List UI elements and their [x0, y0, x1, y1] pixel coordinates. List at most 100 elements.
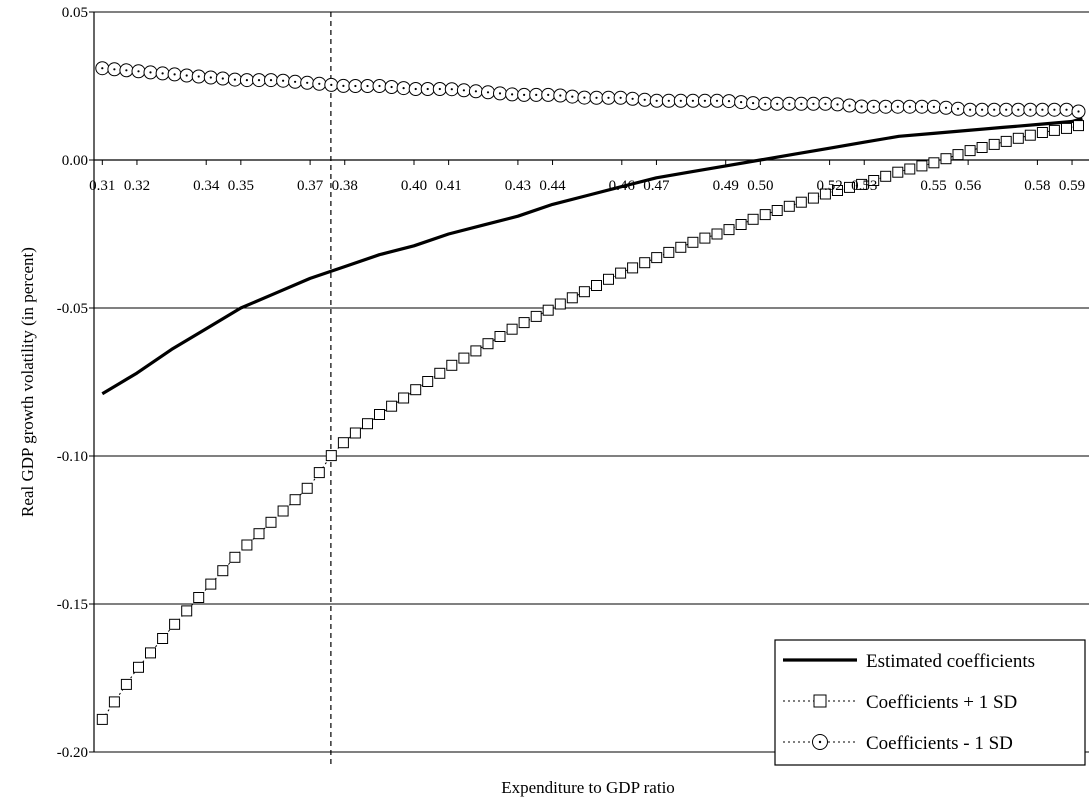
series-minus-sd-marker-dot: [969, 108, 972, 111]
series-minus-sd-marker-dot: [944, 106, 948, 109]
series-minus-sd-marker-dot: [113, 68, 116, 71]
series-plus-sd-marker: [470, 345, 482, 357]
series-minus-sd-marker-dot: [209, 76, 212, 79]
x-tick-label: 0.49: [713, 178, 739, 194]
y-tick-label: -0.20: [57, 745, 88, 761]
series-plus-sd-marker: [639, 257, 651, 269]
series-minus-sd-marker-dot: [595, 96, 598, 99]
x-tick-label: 0.40: [401, 178, 427, 194]
series-minus-sd-marker-dot: [559, 94, 562, 97]
series-plus-sd-marker: [217, 565, 229, 577]
series-minus-sd-marker-dot: [161, 72, 164, 75]
series-estimated-line: [101, 117, 1083, 396]
legend-swatch-square-marker: [813, 694, 827, 708]
series-plus-sd-marker: [651, 252, 663, 264]
series-minus-sd-marker-dot: [679, 99, 682, 102]
series-plus-sd-marker: [771, 205, 783, 216]
series-minus-sd-marker-dot: [137, 70, 140, 73]
series-plus-sd-marker: [96, 713, 108, 725]
series-minus-sd-marker-dot: [1053, 108, 1056, 111]
series-minus-sd-marker-dot: [812, 102, 815, 105]
series-plus-sd-marker: [337, 437, 349, 449]
series-minus-sd-marker-dot: [703, 99, 707, 102]
series-minus-sd-marker-dot: [185, 74, 188, 77]
series-minus-sd-marker-dot: [294, 80, 297, 83]
series-minus-sd-marker-dot: [450, 88, 453, 91]
series-minus-sd-marker-dot: [486, 91, 490, 94]
series-plus-sd-marker: [591, 280, 602, 291]
series-plus-sd-marker: [1061, 122, 1072, 134]
series-minus-sd-marker-dot: [667, 99, 670, 102]
series-minus-sd-marker-dot: [245, 79, 248, 82]
series-plus-sd-marker: [940, 153, 952, 165]
series-plus-sd-marker: [783, 200, 795, 212]
series-minus-sd-marker-dot: [462, 89, 465, 92]
series-plus-sd-marker: [277, 505, 289, 517]
x-tick-label: 0.41: [436, 178, 462, 194]
series-minus-sd-marker-dot: [619, 96, 622, 99]
series-plus-sd-marker: [530, 310, 542, 322]
series-minus-sd-marker-dot: [197, 75, 200, 78]
x-tick-label: 0.38: [332, 178, 358, 194]
series-plus-sd-marker: [434, 367, 446, 379]
series-minus-sd-marker-dot: [932, 105, 936, 108]
series-plus-sd-marker: [518, 317, 530, 329]
series-plus-sd-marker: [410, 384, 422, 396]
series-plus-sd-marker: [747, 213, 759, 225]
series-minus-sd-marker-dot: [342, 84, 345, 87]
series-minus-sd-marker-dot: [101, 67, 104, 70]
series-plus-sd-marker: [928, 157, 940, 169]
series-plus-sd-marker: [325, 450, 337, 462]
legend-label: Coefficients + 1 SD: [866, 692, 1017, 713]
y-axis-title: Real GDP growth volatility (in percent): [18, 247, 37, 517]
series-plus-sd-marker: [892, 166, 904, 178]
series-minus-sd-marker-dot: [1041, 108, 1044, 111]
x-tick-label: 0.32: [124, 178, 150, 194]
series-minus-sd-marker-dot: [956, 107, 960, 110]
series-plus-sd-marker: [735, 219, 747, 230]
series-plus-sd-marker: [265, 516, 277, 528]
series-minus-sd-marker-dot: [523, 93, 526, 96]
x-tick-label: 0.35: [228, 178, 254, 194]
series-plus-sd-marker: [241, 539, 253, 551]
x-tick-label: 0.56: [955, 178, 982, 194]
series-minus-sd-marker-dot: [752, 102, 755, 105]
series-minus-sd-marker-dot: [788, 102, 791, 105]
series-minus-sd-marker-dot: [896, 105, 899, 108]
series-minus-sd-marker-dot: [872, 105, 875, 108]
legend-label: Coefficients - 1 SD: [866, 733, 1013, 754]
x-tick-label: 0.58: [1024, 178, 1050, 194]
series-plus-sd-marker: [289, 494, 301, 506]
series-plus-sd-marker: [1012, 132, 1024, 144]
x-tick-label: 0.43: [505, 178, 531, 194]
series-plus-sd-marker: [181, 605, 193, 617]
series-plus-sd-marker: [145, 647, 156, 659]
series-plus-sd-marker: [844, 181, 855, 193]
y-tick-label: -0.05: [57, 301, 88, 317]
series-plus-sd-marker: [458, 352, 470, 364]
series-plus-sd-marker: [374, 409, 385, 420]
series-minus-sd-marker-dot: [414, 87, 417, 91]
series-minus-sd-marker-dot: [173, 73, 176, 76]
series-plus-sd-marker: [349, 427, 361, 439]
series-layer: [95, 61, 1086, 725]
series-plus-sd-marker: [1024, 129, 1036, 141]
series-minus-sd-marker-dot: [354, 84, 357, 88]
series-minus-sd-marker-dot: [715, 99, 719, 102]
series-minus-sd-marker-dot: [981, 108, 984, 111]
series-minus-sd-marker-dot: [607, 96, 610, 99]
series-minus-sd-marker-dot: [1077, 110, 1080, 113]
series-plus-sd-marker: [1048, 124, 1060, 136]
series-minus-sd-marker-dot: [547, 93, 550, 96]
series-plus-sd-marker: [386, 400, 398, 412]
x-tick-label: 0.37: [297, 178, 324, 194]
series-minus-sd-marker-dot: [1005, 108, 1008, 111]
series-plus-sd-marker: [819, 188, 831, 200]
series-minus-sd-marker-dot: [776, 102, 779, 105]
series-minus-sd-marker-dot: [125, 69, 128, 72]
gridlines: [94, 11, 1089, 753]
series-minus-sd-marker-dot: [824, 102, 827, 105]
series-minus-sd-marker-dot: [498, 92, 502, 95]
series-minus-sd-marker-dot: [282, 79, 285, 82]
